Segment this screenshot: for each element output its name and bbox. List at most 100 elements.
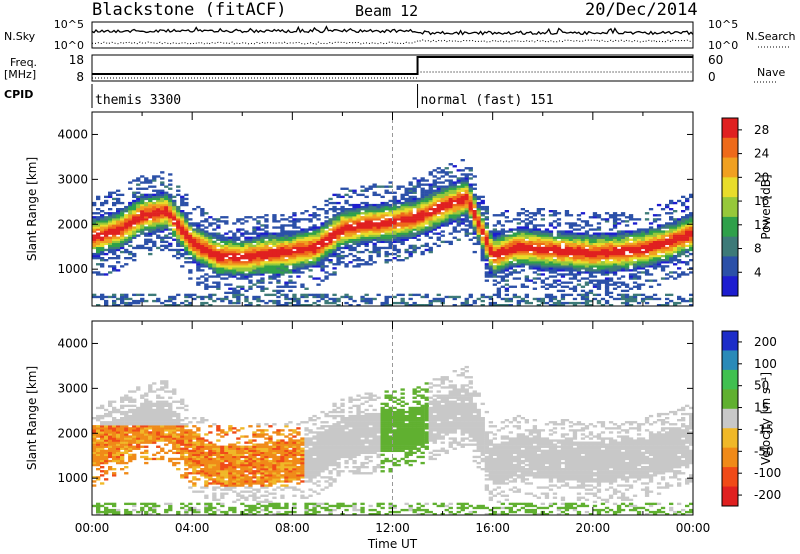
power-cell: [456, 193, 461, 197]
power-cell: [292, 226, 297, 229]
power-cell: [300, 250, 305, 254]
power-cell: [400, 197, 405, 201]
power-cell: [656, 232, 662, 235]
power-cell: [420, 252, 425, 256]
power-cell: [108, 238, 113, 241]
power-cell: [248, 257, 253, 260]
power-cell: [532, 226, 538, 229]
power-cell: [508, 240, 514, 244]
power-cell: [652, 234, 658, 237]
power-cell: [544, 250, 550, 254]
velocity-cell: [104, 427, 109, 430]
power-cell: [432, 193, 437, 197]
velocity-cell: [112, 502, 117, 506]
power-cell: [196, 240, 201, 244]
power-cell: [384, 301, 389, 305]
power-cell: [496, 236, 502, 239]
power-cell: [440, 297, 445, 301]
power-cell: [112, 269, 117, 272]
power-cell: [476, 216, 481, 219]
power-cell: [592, 246, 598, 250]
power-cell: [628, 297, 634, 301]
power-cell: [452, 226, 457, 229]
velocity-cell: [124, 423, 129, 426]
power-cell: [120, 301, 125, 305]
power-cell: [228, 283, 233, 286]
power-cell: [544, 287, 550, 290]
power-cell: [396, 185, 401, 188]
power-cell: [276, 250, 281, 254]
power-cell: [408, 187, 413, 190]
power-cell: [296, 265, 301, 268]
power-cell: [216, 254, 221, 258]
power-cell: [456, 185, 461, 188]
power-cell: [484, 279, 490, 282]
velocity-cell: [124, 441, 129, 444]
power-cell: [132, 195, 137, 199]
power-cell: [292, 234, 297, 237]
power-cell: [132, 232, 137, 235]
velocity-cell: [104, 431, 109, 434]
power-cell: [380, 203, 385, 207]
power-cell: [592, 275, 598, 278]
power-cell: [120, 201, 125, 205]
power-cell: [152, 240, 157, 244]
power-cell: [408, 189, 413, 192]
power-cell: [232, 267, 237, 270]
power-cell: [644, 246, 650, 250]
power-cell: [576, 293, 582, 297]
velocity-cell: [100, 425, 105, 428]
power-cell: [152, 203, 157, 207]
power-cell: [404, 301, 409, 305]
power-cell: [352, 242, 357, 246]
power-cell: [232, 232, 237, 235]
velocity-cell: [140, 412, 145, 416]
power-cell: [500, 244, 506, 248]
power-cell: [352, 234, 357, 237]
power-cell: [496, 220, 502, 223]
power-cell: [340, 208, 345, 211]
power-cell: [168, 244, 173, 248]
power-cell: [681, 242, 686, 246]
power-cell: [120, 246, 125, 250]
power-cell: [464, 220, 469, 223]
power-cell: [520, 226, 526, 229]
power-cell: [584, 263, 590, 266]
power-cell: [180, 242, 185, 246]
power-cell: [124, 250, 129, 254]
power-cell: [492, 301, 498, 305]
power-cell: [492, 271, 498, 274]
power-cell: [628, 218, 634, 221]
power-cell: [388, 252, 393, 256]
power-cell: [252, 271, 257, 274]
velocity-cell: [168, 402, 173, 406]
power-cell: [328, 244, 333, 248]
power-cell: [104, 242, 109, 246]
velocity-cell: [124, 472, 129, 475]
power-cell: [681, 271, 686, 274]
power-cell: [388, 199, 393, 203]
power-cell: [440, 299, 445, 303]
power-cell: [144, 222, 149, 225]
power-cell: [196, 295, 201, 299]
power-cell: [584, 291, 590, 295]
power-cell: [612, 263, 618, 266]
velocity-cell: [164, 433, 169, 436]
power-cell: [180, 224, 185, 227]
power-cell: [256, 242, 261, 246]
power-cell: [689, 238, 694, 241]
power-cell: [508, 271, 514, 274]
power-cell: [640, 228, 646, 231]
power-cell: [384, 254, 389, 258]
power-cell: [584, 257, 590, 260]
power-cell: [196, 261, 201, 264]
power-cell: [224, 236, 229, 239]
power-cell: [380, 195, 385, 199]
power-cell: [624, 248, 630, 252]
power-cell: [328, 236, 333, 239]
power-cell: [364, 203, 369, 207]
power-cell: [332, 224, 337, 227]
power-cell: [272, 293, 277, 297]
power-cell: [296, 275, 301, 278]
velocity-cell: [176, 447, 181, 450]
